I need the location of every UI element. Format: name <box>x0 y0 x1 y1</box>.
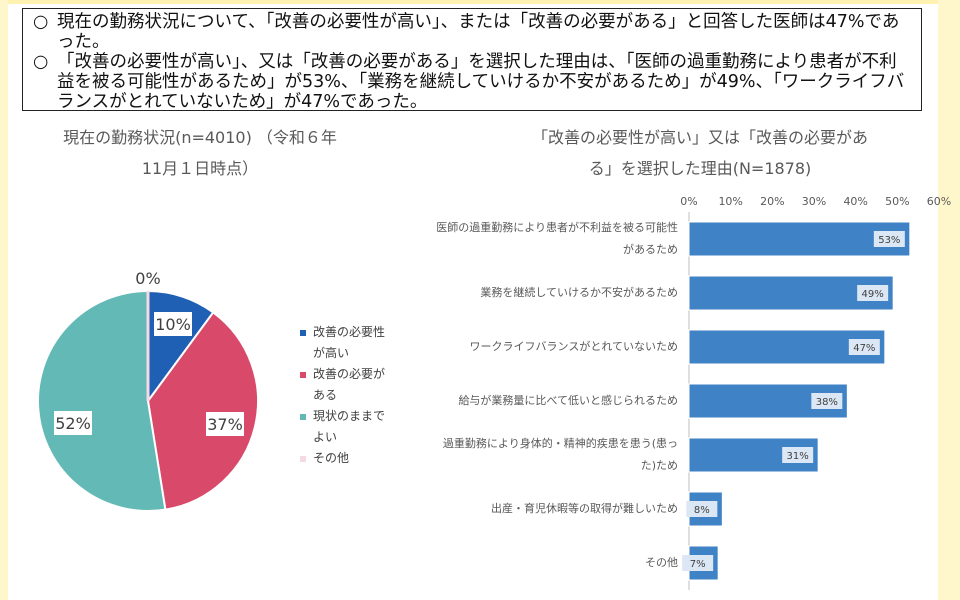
bar-data-label: 7% <box>682 555 714 571</box>
category-label: 給与が業務量に比べて低いと感じられるため <box>458 394 678 407</box>
summary-text: 現在の勤務状況について、「改善の必要性が高い」、または「改善の必要がある」と回答… <box>57 12 900 52</box>
pie-label-text: 0% <box>135 269 160 288</box>
pie-chart-title: 現在の勤務状況(n=4010) （令和６年 11月１日時点） <box>40 122 360 184</box>
bar-data-label: 8% <box>686 501 718 517</box>
category-label: ワークライフバランスがとれていないため <box>469 340 678 353</box>
category-label: その他 <box>645 556 678 569</box>
bar-value-text: 49% <box>862 289 884 300</box>
legend-swatch <box>300 414 306 420</box>
pie-slice <box>36 289 167 512</box>
bar-label-box <box>873 231 905 247</box>
pie-data-label: 37% <box>206 412 244 436</box>
legend-label: 改善の必要がある <box>313 367 386 402</box>
bar-title-line1: 「改善の必要性が高い」又は「改善の必要があ <box>531 128 868 147</box>
pie-label-text: 10% <box>155 315 191 334</box>
bullet-circle: ○ <box>33 52 49 72</box>
pie-chart: 10% 37% 52% 0% <box>36 269 259 512</box>
summary-text: 「改善の必要性が高い」、又は「改善の必要がある」を選択した理由は、「医師の過重勤… <box>57 52 905 112</box>
bar-data-label: 53% <box>873 231 905 247</box>
legend-swatch <box>300 372 306 378</box>
bar-label-box <box>686 501 718 517</box>
bar-value-text: 38% <box>816 397 838 408</box>
category-label: 医師の過重勤務により患者が不利益を被る可能性があるため <box>436 221 678 256</box>
pie-data-label: 10% <box>154 312 192 336</box>
x-tick-label: 40% <box>843 195 867 208</box>
x-tick-label: 60% <box>927 195 951 208</box>
bar-data-label: 38% <box>811 393 843 409</box>
legend-item: 改善の必要がある <box>300 364 395 406</box>
summary-box: ○ 現在の勤務状況について、「改善の必要性が高い」、または「改善の必要がある」と… <box>22 8 922 112</box>
legend-item: 改善の必要性が高い <box>300 322 395 364</box>
category-label: 過重勤務により身体的・精神的疾患を患う(患った)ため <box>442 437 678 472</box>
left-decor-strip <box>0 0 8 600</box>
bar-data-label: 49% <box>857 285 889 301</box>
bar-value-text: 8% <box>694 505 710 516</box>
x-tick-label: 10% <box>718 195 742 208</box>
bar-title-line2: る」を選択した理由(N=1878) <box>588 159 812 178</box>
bar <box>688 221 911 257</box>
bar-value-text: 53% <box>878 235 900 246</box>
pie-label-box <box>54 411 92 435</box>
pie-legend: 改善の必要性が高い 改善の必要がある 現状のままでよい その他 <box>300 322 395 469</box>
legend-item: 現状のままでよい <box>300 406 395 448</box>
category-label: 業務を継続していけるか不安があるため <box>480 286 678 299</box>
bar-label-box <box>857 285 889 301</box>
bar-data-label: 31% <box>782 447 814 463</box>
right-decor-strip <box>938 0 960 600</box>
x-tick-label: 30% <box>802 195 826 208</box>
bar-value-text: 31% <box>787 451 809 462</box>
bar-label-box <box>782 447 814 463</box>
legend-swatch <box>300 456 306 462</box>
bar-label-box <box>848 339 880 355</box>
legend-label: その他 <box>313 451 350 465</box>
bar-chart-title: 「改善の必要性が高い」又は「改善の必要があ る」を選択した理由(N=1878) <box>470 122 930 184</box>
bar-data-label: 47% <box>848 339 880 355</box>
pie-slice <box>146 311 259 511</box>
summary-item: ○ 「改善の必要性が高い」、又は「改善の必要がある」を選択した理由は、「医師の過… <box>33 52 911 112</box>
x-tick-label: 50% <box>885 195 909 208</box>
pie-label-text: 37% <box>207 415 243 434</box>
pie-data-label: 0% <box>135 269 160 288</box>
pie-label-box <box>206 412 244 436</box>
x-tick-label: 20% <box>760 195 784 208</box>
summary-item: ○ 現在の勤務状況について、「改善の必要性が高い」、または「改善の必要がある」と… <box>33 12 911 52</box>
bar-value-text: 47% <box>853 343 875 354</box>
legend-label: 現状のままでよい <box>313 409 386 444</box>
x-tick-label: 0% <box>680 195 697 208</box>
pie-label-text: 52% <box>55 414 91 433</box>
bullet-circle: ○ <box>33 12 49 32</box>
pie-title-line2: 11月１日時点） <box>141 159 259 178</box>
bar-value-text: 7% <box>690 559 706 570</box>
legend-swatch <box>300 330 306 336</box>
pie-data-label: 52% <box>54 411 92 435</box>
bar-label-box <box>682 555 714 571</box>
legend-label: 改善の必要性が高い <box>313 325 386 360</box>
pie-label-box <box>154 312 192 336</box>
category-label: 出産・育児休暇等の取得が難しいため <box>491 502 678 515</box>
bar-label-box <box>811 393 843 409</box>
legend-item: その他 <box>300 448 395 469</box>
pie-title-line1: 現在の勤務状況(n=4010) （令和６年 <box>63 128 337 147</box>
top-band <box>0 0 960 4</box>
